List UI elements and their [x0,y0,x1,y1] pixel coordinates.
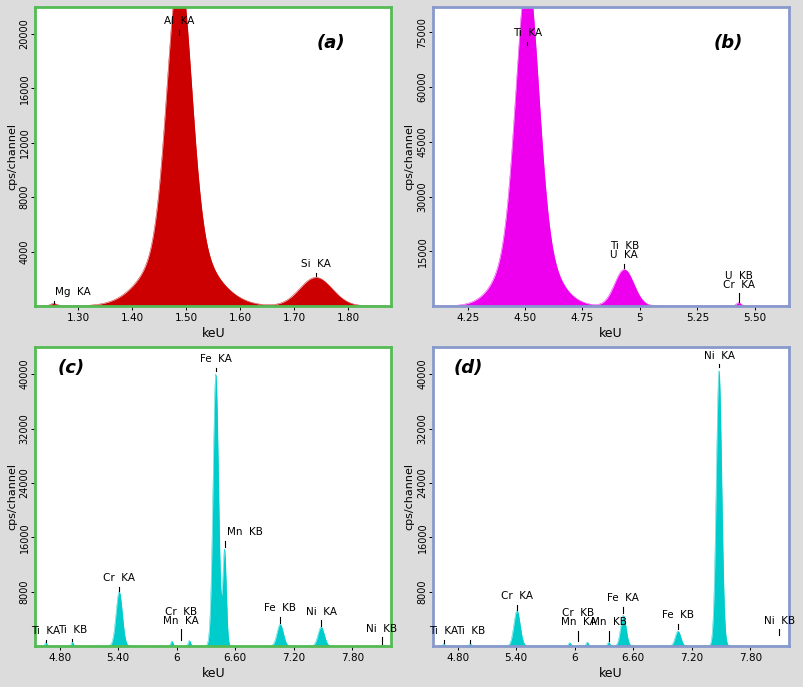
Text: Cr  KA: Cr KA [500,591,532,601]
Text: Ni  KB: Ni KB [365,624,397,633]
Text: Ti  KA: Ti KA [512,28,541,38]
Text: Cr  KA: Cr KA [722,280,754,289]
Text: Fe  KB: Fe KB [661,610,693,620]
Text: Fe  KB: Fe KB [264,603,296,613]
Y-axis label: cps/channel: cps/channel [404,123,414,190]
X-axis label: keU: keU [598,667,622,680]
Y-axis label: cps/channel: cps/channel [404,463,414,530]
Text: Mn  KB: Mn KB [227,527,263,537]
Text: Ti  KB: Ti KB [609,241,638,251]
Text: Mn  KB: Mn KB [590,617,626,627]
Text: Ti  KA: Ti KA [31,627,60,636]
Text: U  KA: U KA [609,250,638,260]
Text: Al  KA: Al KA [164,16,194,26]
Text: Cr  KA: Cr KA [103,574,135,583]
Text: (b): (b) [713,34,743,52]
Text: Ni  KB: Ni KB [763,616,794,626]
Text: Cr  KB: Cr KB [562,608,593,618]
X-axis label: keU: keU [598,327,622,340]
Text: (d): (d) [454,359,483,377]
Text: (c): (c) [57,359,84,377]
Text: U  KB: U KB [724,271,752,280]
Text: Ni  KA: Ni KA [305,607,336,617]
X-axis label: keU: keU [202,327,225,340]
Y-axis label: cps/channel: cps/channel [7,463,17,530]
Text: Fe  KA: Fe KA [200,354,231,364]
Y-axis label: cps/channel: cps/channel [7,123,17,190]
Text: Si  KA: Si KA [300,259,330,269]
Text: Cr  KB: Cr KB [165,607,197,617]
Text: Mn  KA: Mn KA [560,617,596,627]
Text: Ti  KA: Ti KA [429,627,458,636]
Text: (a): (a) [316,34,344,52]
Text: Fe  KA: Fe KA [607,593,638,603]
Text: Mn  KA: Mn KA [162,616,198,626]
Text: Ti  KB: Ti KB [455,627,484,636]
Text: Ni  KA: Ni KA [703,350,734,361]
X-axis label: keU: keU [202,667,225,680]
Text: Mg  KA: Mg KA [55,287,91,297]
Text: Ti  KB: Ti KB [58,625,87,635]
